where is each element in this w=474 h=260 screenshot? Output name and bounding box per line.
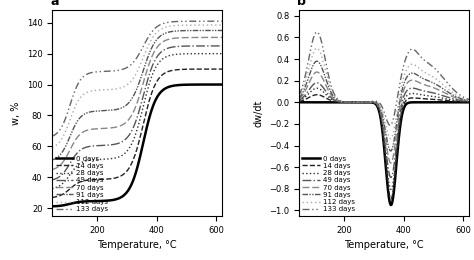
Y-axis label: w, %: w, % [11,101,21,125]
X-axis label: Temperature, °C: Temperature, °C [344,240,424,250]
Y-axis label: dw/dt: dw/dt [254,99,264,127]
Legend: 0 days, 14 days, 28 days, 49 days, 70 days, 91 days, 112 days, 133 days: 0 days, 14 days, 28 days, 49 days, 70 da… [301,154,356,214]
Text: b: b [297,0,306,8]
X-axis label: Temperature, °C: Temperature, °C [98,240,177,250]
Legend: 0 days, 14 days, 28 days, 49 days, 70 days, 91 days, 112 days, 133 days: 0 days, 14 days, 28 days, 49 days, 70 da… [54,154,109,214]
Text: a: a [50,0,59,8]
